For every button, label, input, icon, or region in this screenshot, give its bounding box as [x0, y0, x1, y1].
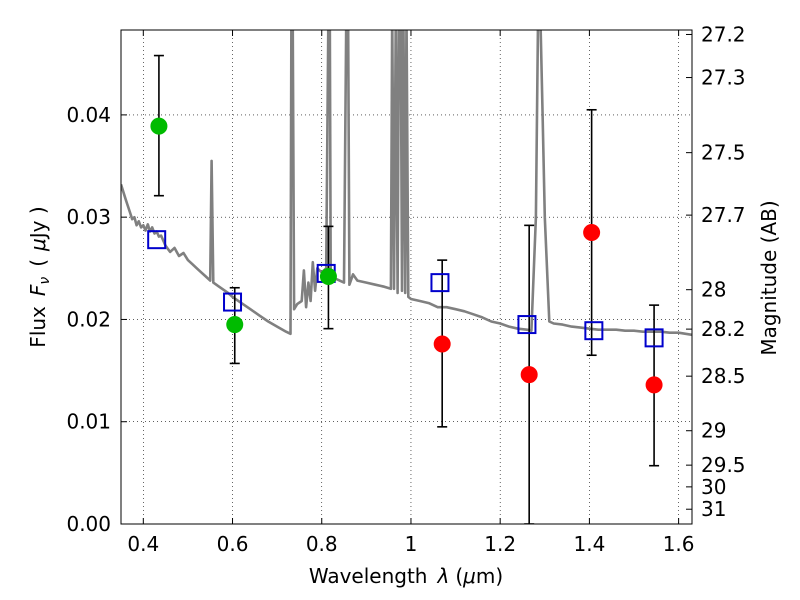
x-axis-label-unit-rest: m): [476, 564, 503, 588]
magnitude-tick-label: 29.5: [701, 453, 746, 477]
observed-point: [226, 316, 244, 334]
plot-area: [121, 30, 692, 524]
magnitude-tick-label: 27.2: [701, 22, 746, 46]
magnitude-tick-label: 30: [701, 475, 726, 499]
magnitude-tick-label: 27.5: [701, 141, 746, 165]
magnitude-tick-label: 28.5: [701, 364, 746, 388]
observed-point: [520, 366, 538, 384]
x-tick-label: 1: [405, 532, 418, 556]
x-tick-label: 1.6: [663, 532, 695, 556]
y-axis-label-main: Flux: [26, 306, 50, 348]
observed-point: [645, 376, 663, 394]
y-axis-ticks: 0.00 0.01 0.02 0.03 0.04: [66, 103, 127, 536]
y-tick-label: 0.03: [66, 205, 111, 229]
magnitude-axis-label: Magnitude (AB): [757, 200, 781, 355]
y-axis-label-unit-open: (: [26, 259, 50, 267]
magnitude-tick-label: 29: [701, 419, 726, 443]
model-flux-square: [430, 273, 450, 293]
magnitude-tick-label: 31: [701, 497, 726, 521]
x-axis-label-symbol: λ: [436, 564, 449, 588]
observed-point: [583, 224, 601, 242]
observed-point: [433, 335, 451, 353]
x-axis-label-unit-mu: μ: [462, 564, 476, 588]
y-axis-label-unit-rest: Jy ): [26, 206, 50, 240]
y-tick-label: 0.00: [66, 512, 111, 536]
observed-point: [319, 267, 337, 285]
y-tick-label: 0.04: [66, 103, 111, 127]
model-flux-square: [147, 230, 167, 250]
x-axis-label-main: Wavelength: [309, 564, 428, 588]
model-flux-squares: [147, 230, 664, 348]
x-tick-label: 0.8: [306, 532, 338, 556]
model-flux-square: [584, 321, 604, 341]
y-tick-label: 0.02: [66, 307, 111, 331]
x-axis-label: Wavelength λ (μm): [309, 564, 503, 588]
y-axis-label-unit-mu: μ: [26, 238, 50, 252]
x-tick-label: 1.4: [573, 532, 605, 556]
y-axis-label-symbol-sub: ν: [37, 277, 53, 285]
magnitude-tick-label: 27.3: [701, 66, 746, 90]
y-axis-label: Flux Fν ( μJy ): [26, 206, 53, 347]
x-axis-ticks: 0.4 0.6 0.8 1 1.2 1.4 1.6: [127, 30, 695, 556]
x-tick-label: 0.4: [127, 532, 159, 556]
x-tick-label: 0.6: [217, 532, 249, 556]
y-tick-label: 0.01: [66, 410, 111, 434]
observed-point: [150, 117, 168, 135]
sed-model-line: [121, 30, 692, 337]
y-axis-label-symbol: F: [26, 284, 50, 296]
model-flux-square: [644, 328, 664, 348]
observed-points: [150, 117, 663, 394]
x-axis-label-unit-open: (: [455, 564, 463, 588]
x-tick-label: 1.2: [484, 532, 516, 556]
plot-frame: [120, 29, 693, 525]
magnitude-tick-label: 28.2: [701, 317, 746, 341]
model-flux-square: [223, 292, 243, 312]
magnitude-tick-label: 28: [701, 278, 726, 302]
magnitude-tick-label: 27.7: [701, 203, 746, 227]
model-flux-square: [517, 315, 537, 335]
